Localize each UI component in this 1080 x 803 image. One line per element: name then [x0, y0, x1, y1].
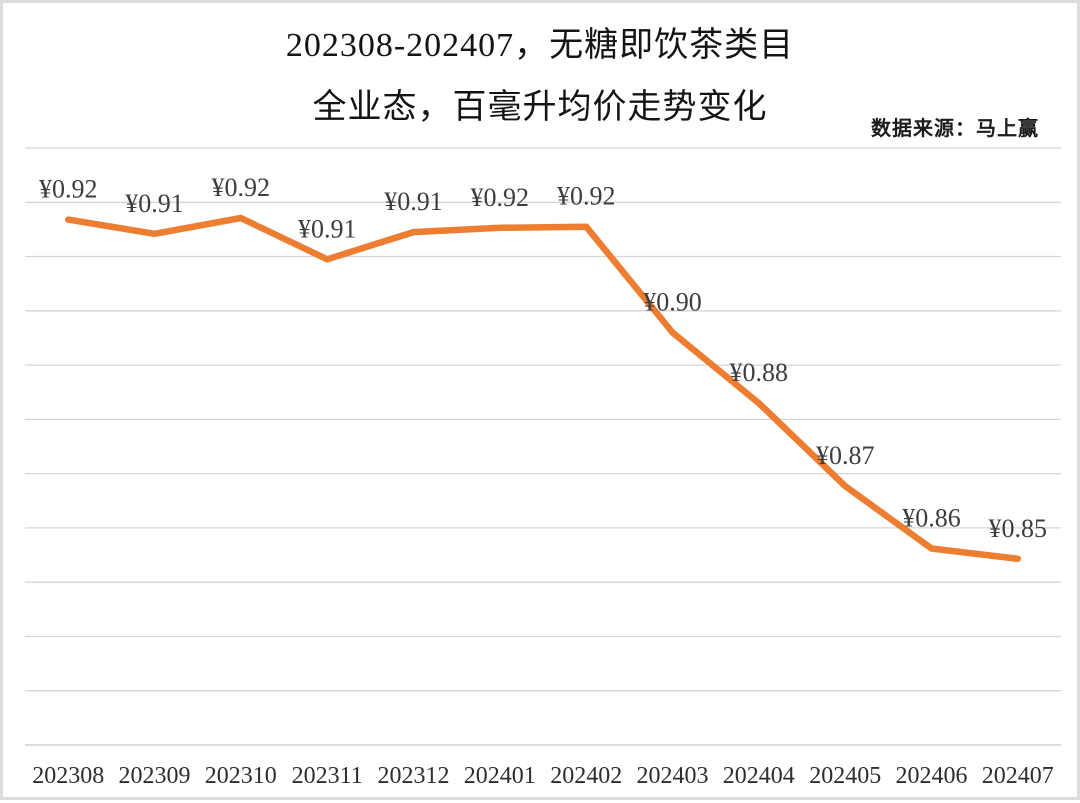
chart-title: 202308-202407，无糖即饮茶类目 全业态，百毫升均价走势变化	[3, 15, 1077, 139]
data-label: ¥0.85	[989, 514, 1048, 543]
data-label: ¥0.92	[212, 173, 271, 202]
x-axis-tick-label: 202401	[464, 763, 536, 789]
x-axis-tick-label: 202407	[982, 763, 1054, 789]
x-axis-tick-label: 202309	[119, 763, 191, 789]
price-trend-line-chart: ¥0.92 ¥0.91 ¥0.92 ¥0.91 ¥0.91 ¥0.92 ¥0.92 ¥0.90…	[25, 147, 1061, 789]
data-source-label: 数据来源：马上赢	[871, 118, 1039, 140]
x-axis-tick-label: 202310	[205, 763, 277, 789]
data-label: ¥0.92	[557, 182, 616, 211]
data-label: ¥0.91	[125, 189, 184, 218]
x-axis-tick-label: 202311	[292, 763, 363, 789]
chart-title-line2: 全业态，百毫升均价走势变化	[312, 89, 768, 126]
data-label: ¥0.92	[39, 175, 98, 204]
x-axis-tick-label: 202312	[378, 763, 450, 789]
x-axis-tick-label: 202404	[723, 763, 795, 789]
x-axis-tick-label: 202403	[637, 763, 709, 789]
x-axis-tick-label: 202405	[809, 763, 881, 789]
data-label: ¥0.87	[816, 441, 875, 470]
data-label: ¥0.86	[902, 504, 961, 533]
data-label: ¥0.91	[384, 187, 443, 216]
data-label: ¥0.92	[471, 183, 530, 212]
x-axis-tick-label: 202402	[550, 763, 622, 789]
chart-title-line1: 202308-202407，无糖即饮茶类目	[285, 27, 795, 64]
data-label: ¥0.88	[730, 358, 789, 387]
data-label: ¥0.91	[298, 214, 357, 243]
price-trend-line	[64, 214, 1022, 563]
x-axis-tick-label: 202308	[32, 763, 104, 789]
data-label: ¥0.90	[643, 288, 702, 317]
x-axis-tick-label: 202406	[896, 763, 968, 789]
